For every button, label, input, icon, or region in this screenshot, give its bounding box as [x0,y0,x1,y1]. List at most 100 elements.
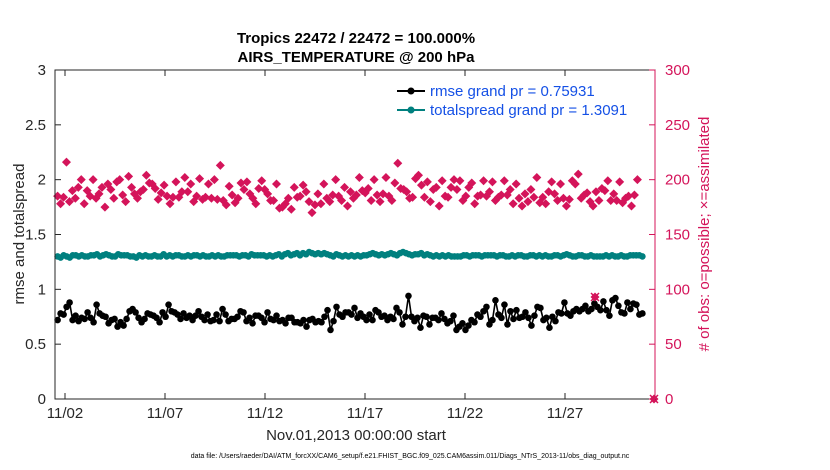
rmse-point [417,324,424,332]
rmse-point [333,303,340,311]
rmse-point [369,316,376,324]
obs-possible-marker [632,175,642,185]
left-y-tick-label: 0.5 [25,336,46,353]
obs-possible-marker [538,192,548,202]
obs-possible-marker [124,171,134,181]
obs-possible-marker [121,197,131,207]
obs-possible-marker [263,189,273,199]
obs-possible-marker [325,197,335,207]
rmse-point [543,314,550,322]
obs-possible-marker [487,177,497,187]
rmse-point [141,315,148,323]
x-axis: 11/02 11/07 11/12 11/17 11/22 11/27 [47,70,583,422]
obs-possible-marker [269,196,279,206]
obs-possible-marker [629,190,639,200]
obs-possible-marker [118,190,128,200]
left-y-axis: 0 0.5 1 1.5 2 2.5 3 [25,62,61,408]
rmse-point [447,317,454,325]
rmse-point [399,321,406,328]
rmse-point [603,306,610,314]
rmse-point [324,306,331,314]
obs-possible-marker [328,190,338,200]
obs-possible-marker [375,197,385,207]
rmse-point [423,313,430,321]
rmse-point [426,321,433,328]
obs-possible-marker [150,183,160,193]
obs-possible-marker [109,193,119,203]
obs-possible-marker [541,199,551,209]
obs-possible-marker [591,187,601,197]
obs-possible-marker [192,191,202,201]
rmse-point [582,302,589,310]
rmse-point [210,316,217,324]
rmse-point [60,311,67,318]
obs-possible-marker [76,175,86,185]
obs-possible-marker [331,175,341,185]
rmse-point [396,309,403,316]
right-y-axis-label: # of obs: o=possible; ×=assimilated [696,117,713,352]
rmse-point [531,312,538,319]
obs-possible-marker [354,172,364,182]
obs-possible-marker [254,183,264,193]
rmse-point [111,315,118,323]
rmse-point [588,305,595,313]
left-y-axis-label: rmse and totalspread [11,164,28,305]
rmse-point [303,323,310,330]
obs-possible-marker [520,189,530,199]
obs-possible-marker [425,197,435,207]
rmse-point [522,309,529,316]
obs-possible-marker [603,176,613,186]
obs-possible-marker [564,194,574,204]
rmse-point [282,320,289,327]
obs-possible-marker [372,190,382,200]
obs-possible-marker [484,187,494,197]
rmse-point [54,316,61,324]
obs-possible-marker [437,176,447,186]
obs-possible-marker [511,179,521,189]
obs-possible-marker [558,193,568,203]
rmse-point [246,314,253,322]
rmse-point [510,315,517,323]
right-y-tick-label: 200 [665,172,690,189]
obs-possible-marker [319,179,329,189]
obs-assimilated-cross [590,292,600,302]
right-y-axis: 0 50 100 150 200 250 300 [649,62,690,408]
legend-rmse-label: rmse grand pr = 0.75931 [430,83,595,100]
rmse-point [450,312,457,319]
obs-possible-marker [201,192,211,202]
left-y-tick-label: 1 [38,281,46,298]
rmse-point [465,322,472,329]
series-layer [53,157,659,404]
obs-possible-marker [67,186,77,196]
left-y-tick-label: 3 [38,62,46,79]
obs-possible-marker [434,201,444,211]
rmse-point [195,307,202,315]
obs-possible-marker [624,191,634,201]
obs-possible-marker [467,178,477,188]
obs-possible-marker [387,196,397,206]
obs-possible-marker [168,192,178,202]
rmse-point [612,294,619,302]
rmse-point [123,315,130,323]
rmse-point [363,316,370,324]
rmse-point [330,317,337,325]
obs-possible-marker [455,176,465,186]
left-y-tick-label: 1.5 [25,227,46,244]
rmse-point [477,313,484,321]
rmse-point [213,311,220,318]
rmse-point [102,313,109,321]
obs-possible-marker [313,189,323,199]
obs-possible-marker [343,201,352,211]
rmse-point [366,311,373,318]
rmse-point [405,292,412,300]
left-y-tick-label: 2 [38,172,46,189]
rmse-point [504,321,511,328]
rmse-point [216,317,223,325]
rmse-point [177,315,184,323]
obs-possible-marker [186,179,196,189]
right-y-tick-label: 300 [665,62,690,79]
rmse-point [321,313,328,321]
obs-possible-marker [393,158,403,168]
right-y-tick-label: 0 [665,391,673,408]
obs-possible-marker [345,187,355,197]
